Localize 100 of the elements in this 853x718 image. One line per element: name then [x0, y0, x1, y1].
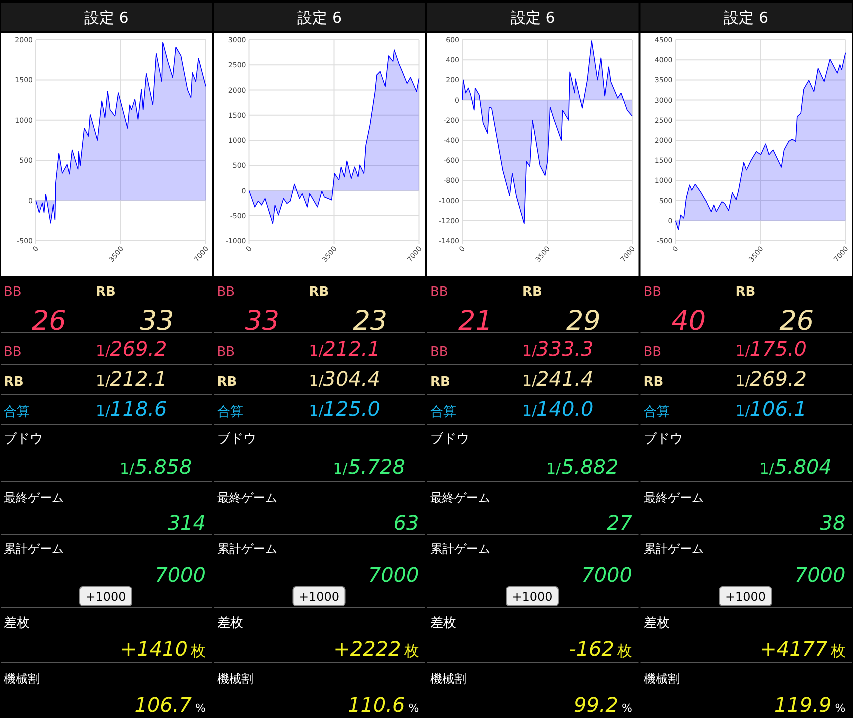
text: BB — [430, 285, 448, 300]
text: 110.6 — [348, 693, 406, 717]
text: 累計ゲーム — [430, 542, 490, 556]
text: 7000 — [582, 563, 632, 587]
text: 機械割 — [217, 672, 254, 686]
text: 1/ — [309, 342, 325, 360]
text: 1/ — [120, 460, 136, 478]
text: BB — [644, 345, 662, 360]
text: 機械割 — [430, 672, 466, 686]
text: 差枚 — [430, 616, 456, 631]
text: % — [622, 702, 632, 715]
text: 1/ — [546, 460, 562, 478]
text: 269.2 — [750, 367, 808, 391]
text: % — [835, 702, 846, 715]
text: 175.0 — [750, 337, 808, 361]
text: 106.1 — [750, 397, 808, 421]
text: 1/ — [333, 460, 349, 478]
text: 1/ — [522, 402, 538, 420]
text: 140.0 — [536, 397, 594, 421]
text: 枚 — [190, 642, 206, 660]
text: 1/ — [96, 372, 112, 390]
text: 1/ — [309, 402, 325, 420]
text: 最終ゲーム — [644, 491, 704, 505]
text: 333.3 — [536, 337, 594, 361]
text: 1/ — [736, 372, 752, 390]
text: 1/ — [96, 402, 112, 420]
text: RB — [4, 375, 24, 390]
text: 7000 — [794, 563, 846, 587]
text: ブドウ — [644, 432, 683, 447]
text: 機械割 — [4, 672, 40, 686]
chart-title: 設定 6 — [84, 9, 129, 27]
text: 1/ — [760, 460, 776, 478]
text: 差枚 — [644, 616, 670, 631]
text: BB — [217, 345, 236, 360]
text: 26 — [32, 306, 66, 337]
text: BB — [217, 285, 236, 300]
text: 118.6 — [110, 397, 168, 421]
text: 21 — [458, 306, 493, 337]
button: +1000 — [506, 586, 559, 606]
text: 314 — [168, 511, 206, 535]
text: 枚 — [403, 642, 420, 660]
text: 最終ゲーム — [4, 491, 64, 505]
text: 106.7 — [134, 693, 192, 717]
text: 99.2 — [574, 693, 618, 717]
text: ブドウ — [217, 432, 256, 447]
text: 1/ — [522, 372, 538, 390]
text: -162 — [569, 637, 614, 661]
text: 7000 — [155, 563, 206, 587]
text: 5.858 — [135, 455, 192, 479]
text: 40 — [672, 306, 706, 337]
text: 212.1 — [323, 337, 381, 361]
text: 合算 — [644, 405, 670, 420]
text: 1/ — [736, 342, 752, 360]
text: 38 — [820, 511, 846, 535]
chart-title: 設定 6 — [510, 9, 556, 27]
text: 241.4 — [536, 367, 594, 391]
button: +1000 — [80, 586, 132, 606]
text: 差枚 — [4, 616, 30, 631]
text: 最終ゲーム — [217, 491, 278, 505]
text: ブドウ — [430, 432, 470, 447]
text: ブドウ — [4, 432, 43, 447]
text: BB — [4, 285, 22, 300]
text: 26 — [780, 306, 814, 337]
text: 212.1 — [110, 367, 168, 391]
button: +1000 — [719, 586, 772, 606]
text: +4177 — [760, 637, 828, 661]
text: 合算 — [217, 405, 244, 420]
text: BB — [644, 285, 662, 300]
text: 合算 — [4, 405, 30, 420]
text: % — [196, 702, 206, 715]
text: 枚 — [830, 642, 846, 660]
text: 33 — [140, 306, 174, 337]
chart-title: 設定 6 — [298, 9, 342, 27]
text: % — [408, 702, 420, 715]
text: RB — [217, 375, 238, 390]
text: 119.9 — [774, 693, 832, 717]
text: 5.804 — [774, 455, 832, 479]
text: 27 — [607, 511, 633, 535]
text: 33 — [245, 306, 280, 337]
text: RB — [644, 375, 664, 390]
text: 合算 — [430, 405, 456, 420]
text: 7000 — [368, 563, 420, 587]
text: 269.2 — [110, 337, 168, 361]
text: 63 — [394, 511, 420, 535]
text: 304.4 — [323, 367, 381, 391]
text: 累計ゲーム — [644, 542, 704, 556]
button: +1000 — [292, 586, 346, 606]
text: +1410 — [120, 637, 188, 661]
text: 差枚 — [217, 616, 244, 631]
text: RB — [309, 285, 330, 300]
text: 1/ — [736, 402, 752, 420]
text: 23 — [353, 306, 388, 337]
text: 累計ゲーム — [217, 542, 278, 556]
text: RB — [522, 285, 542, 300]
text: 1/ — [96, 342, 112, 360]
text: 5.882 — [562, 455, 619, 479]
text: 1/ — [309, 372, 325, 390]
text: 5.728 — [348, 455, 406, 479]
text: 1/ — [522, 342, 538, 360]
text: 枚 — [616, 642, 632, 660]
